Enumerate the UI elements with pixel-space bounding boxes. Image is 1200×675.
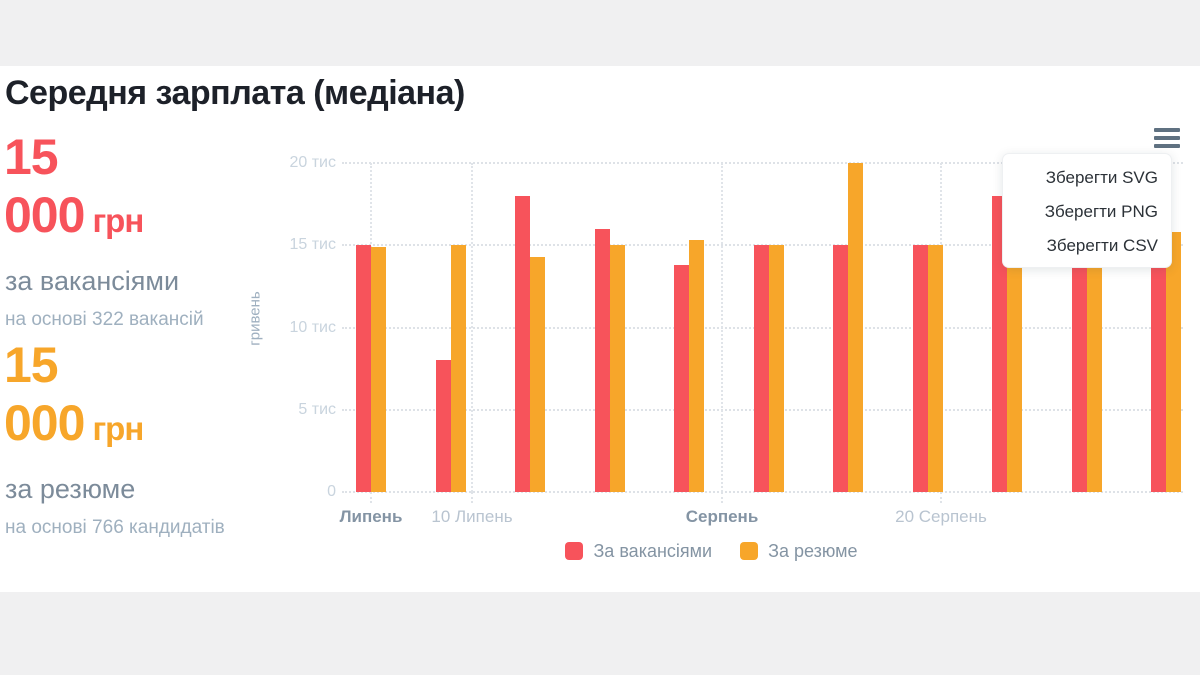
legend-label: За вакансіями [593,540,713,561]
x-tick-mark [370,492,372,503]
bar-vacancies[interactable] [753,245,769,492]
legend-label: За резюме [768,540,858,561]
bar-vacancies[interactable] [515,195,530,492]
y-tick-label: 5 тис [298,400,336,418]
bar-resumes[interactable] [450,245,466,492]
bar-resumes[interactable] [1007,245,1022,492]
stat-vacancies-line1: 15 [4,129,59,185]
v-gridline [721,163,723,492]
legend-swatch-resumes [740,542,759,560]
menu-item-save-png[interactable]: Зберегти PNG [1044,202,1158,221]
page-title: Середня зарплата (медіана) [5,74,465,112]
bar-vacancies[interactable] [674,264,689,492]
stat-resumes-label: за резюме [5,474,136,504]
bar-resumes[interactable] [1166,232,1181,492]
bar-resumes[interactable] [689,240,704,492]
y-tick-label: 10 тис [289,318,336,336]
bar-vacancies[interactable] [833,245,848,492]
bar-resumes[interactable] [1086,245,1102,492]
x-tick-label: 10 Липень [431,507,513,526]
legend-item-vacancies[interactable]: За вакансіями [565,541,712,562]
x-tick-mark [940,492,942,503]
bar-vacancies[interactable] [1071,245,1087,492]
x-tick-label: 20 Серпень [895,507,987,526]
x-tick-mark [721,492,723,503]
chart-legend: За вакансіями За резюме [240,536,1183,566]
menu-item-save-csv[interactable]: Зберегти CSV [1046,236,1158,255]
bar-vacancies[interactable] [435,360,451,492]
bar-vacancies[interactable] [594,228,610,492]
menu-item-save-svg[interactable]: Зберегти SVG [1045,168,1158,187]
y-axis-title: гривень [246,291,264,346]
stat-vacancies-line2: 000 [4,187,85,243]
stat-vacancies-currency: грн [92,202,144,239]
stat-resumes-line1: 15 [4,337,59,393]
legend-item-resumes[interactable]: За резюме [740,540,858,562]
legend-swatch-vacancies [565,542,584,560]
bar-vacancies[interactable] [356,245,371,492]
stat-vacancies-value: 15 000 грн [4,128,304,250]
v-gridline [471,163,473,492]
stat-resumes-value: 15 000 грн [4,336,304,458]
h-gridline [342,162,1183,164]
bar-vacancies[interactable] [1151,245,1166,492]
x-tick-mark [471,492,473,503]
y-tick-label: 15 тис [289,236,336,254]
stat-vacancies-label: за вакансіями [5,266,180,296]
export-menu: Зберегти SVG Зберегти PNG Зберегти CSV [1002,153,1172,268]
h-gridline [342,491,1183,493]
bar-resumes[interactable] [768,245,784,492]
stat-resumes-currency: грн [92,410,144,447]
bar-resumes[interactable] [530,256,545,492]
stat-resumes-line2: 000 [4,395,85,451]
y-tick-label: 20 тис [289,154,336,171]
bar-resumes[interactable] [927,245,943,492]
hamburger-menu-icon[interactable] [1154,128,1180,149]
bar-vacancies[interactable] [992,195,1007,492]
bar-resumes[interactable] [609,245,625,492]
bar-vacancies[interactable] [912,245,928,492]
x-tick-label: Липень [339,507,403,526]
x-tick-label: Серпень [685,507,759,526]
stat-vacancies-note: на основі 322 вакансій [5,309,204,330]
stat-resumes-note: на основі 766 кандидатів [5,517,225,538]
y-tick-label: 0 [327,483,336,500]
bar-resumes[interactable] [371,246,386,492]
bar-resumes[interactable] [848,163,863,492]
